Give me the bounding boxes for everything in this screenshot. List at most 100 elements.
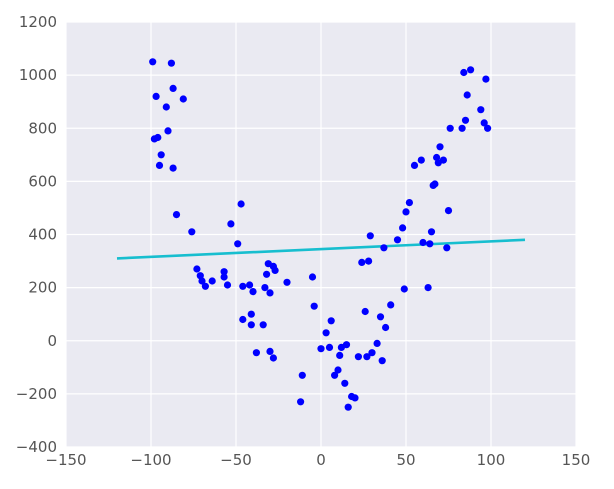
data-point (426, 240, 434, 248)
x-tick-label: 150 (562, 451, 591, 469)
data-point (239, 315, 247, 324)
data-point (201, 282, 209, 290)
data-point (431, 180, 439, 188)
data-point (336, 351, 344, 359)
y-tick-label: 0 (47, 332, 57, 350)
data-point (252, 349, 260, 357)
data-point (149, 58, 157, 66)
data-point (427, 228, 436, 236)
data-point (263, 270, 271, 278)
data-point (266, 347, 274, 355)
data-point (198, 277, 206, 285)
data-point (480, 119, 488, 127)
data-point (402, 208, 410, 216)
data-point (417, 156, 425, 164)
data-point (363, 353, 371, 361)
data-point (152, 92, 160, 100)
y-tick-label: 600 (28, 172, 57, 190)
data-point (261, 284, 269, 292)
data-point (249, 288, 257, 296)
data-point (167, 59, 175, 67)
data-point (482, 75, 490, 83)
data-point (365, 257, 373, 265)
data-point (164, 127, 172, 135)
data-point (424, 284, 432, 292)
data-point (393, 236, 402, 244)
data-point (378, 357, 386, 365)
x-tick-label: 50 (396, 451, 415, 469)
data-point (162, 103, 170, 111)
data-point (271, 266, 279, 274)
data-point (193, 265, 201, 273)
data-point (208, 277, 216, 285)
data-point (460, 68, 468, 77)
data-point (308, 273, 317, 281)
x-tick-label: 0 (316, 451, 326, 469)
y-tick-label: 800 (28, 119, 57, 137)
data-point (169, 84, 177, 92)
data-point (439, 156, 447, 164)
data-point (220, 273, 228, 281)
data-point (310, 302, 318, 310)
data-point (188, 228, 196, 236)
data-point (444, 207, 453, 215)
data-point (247, 321, 255, 329)
data-point (325, 343, 334, 351)
data-point (344, 403, 352, 411)
data-point (341, 379, 349, 387)
y-axis-tick-labels: −400 −200 0 200 400 600 800 1000 1200 (16, 13, 57, 456)
data-point (382, 323, 390, 332)
x-tick-label: 100 (477, 451, 506, 469)
data-point (463, 91, 471, 99)
data-point (443, 244, 451, 252)
data-points (149, 58, 492, 411)
data-point (247, 310, 255, 318)
data-point (361, 307, 369, 316)
data-point (484, 124, 492, 132)
x-axis-tick-labels: −150 −100 −50 0 50 100 150 (45, 451, 590, 469)
data-point (239, 282, 247, 290)
data-point (419, 238, 427, 247)
data-point (322, 329, 330, 337)
data-point (387, 301, 395, 309)
data-point (298, 371, 306, 379)
y-tick-label: 1200 (19, 13, 57, 31)
data-point (259, 321, 267, 329)
y-tick-label: 200 (28, 279, 57, 297)
data-point (458, 124, 466, 132)
data-point (358, 258, 366, 266)
data-point (334, 366, 342, 374)
data-point (237, 200, 245, 208)
data-point (179, 95, 187, 103)
y-tick-label: 400 (28, 226, 57, 244)
data-point (410, 161, 419, 169)
data-point (220, 268, 228, 276)
data-point (223, 281, 232, 289)
data-point (368, 349, 376, 357)
x-tick-label: −150 (45, 451, 86, 469)
data-point (269, 354, 277, 362)
y-tick-label: −200 (16, 385, 57, 403)
data-point (169, 164, 177, 172)
data-point (227, 220, 235, 228)
data-point (154, 133, 162, 142)
x-tick-label: −100 (130, 451, 171, 469)
data-point (373, 339, 381, 347)
x-tick-label: −50 (220, 451, 252, 469)
data-point (342, 341, 351, 349)
data-point (234, 240, 242, 248)
data-point (354, 353, 362, 361)
fit-line (116, 238, 526, 260)
data-point (399, 224, 407, 232)
fit-line-layer (116, 238, 526, 260)
data-point (297, 398, 305, 406)
data-point (246, 281, 254, 289)
data-point (380, 244, 388, 252)
data-point (155, 161, 164, 169)
data-point (317, 345, 325, 353)
data-point (446, 124, 454, 132)
data-point (327, 317, 335, 325)
data-point (366, 232, 374, 240)
data-point (331, 371, 339, 379)
